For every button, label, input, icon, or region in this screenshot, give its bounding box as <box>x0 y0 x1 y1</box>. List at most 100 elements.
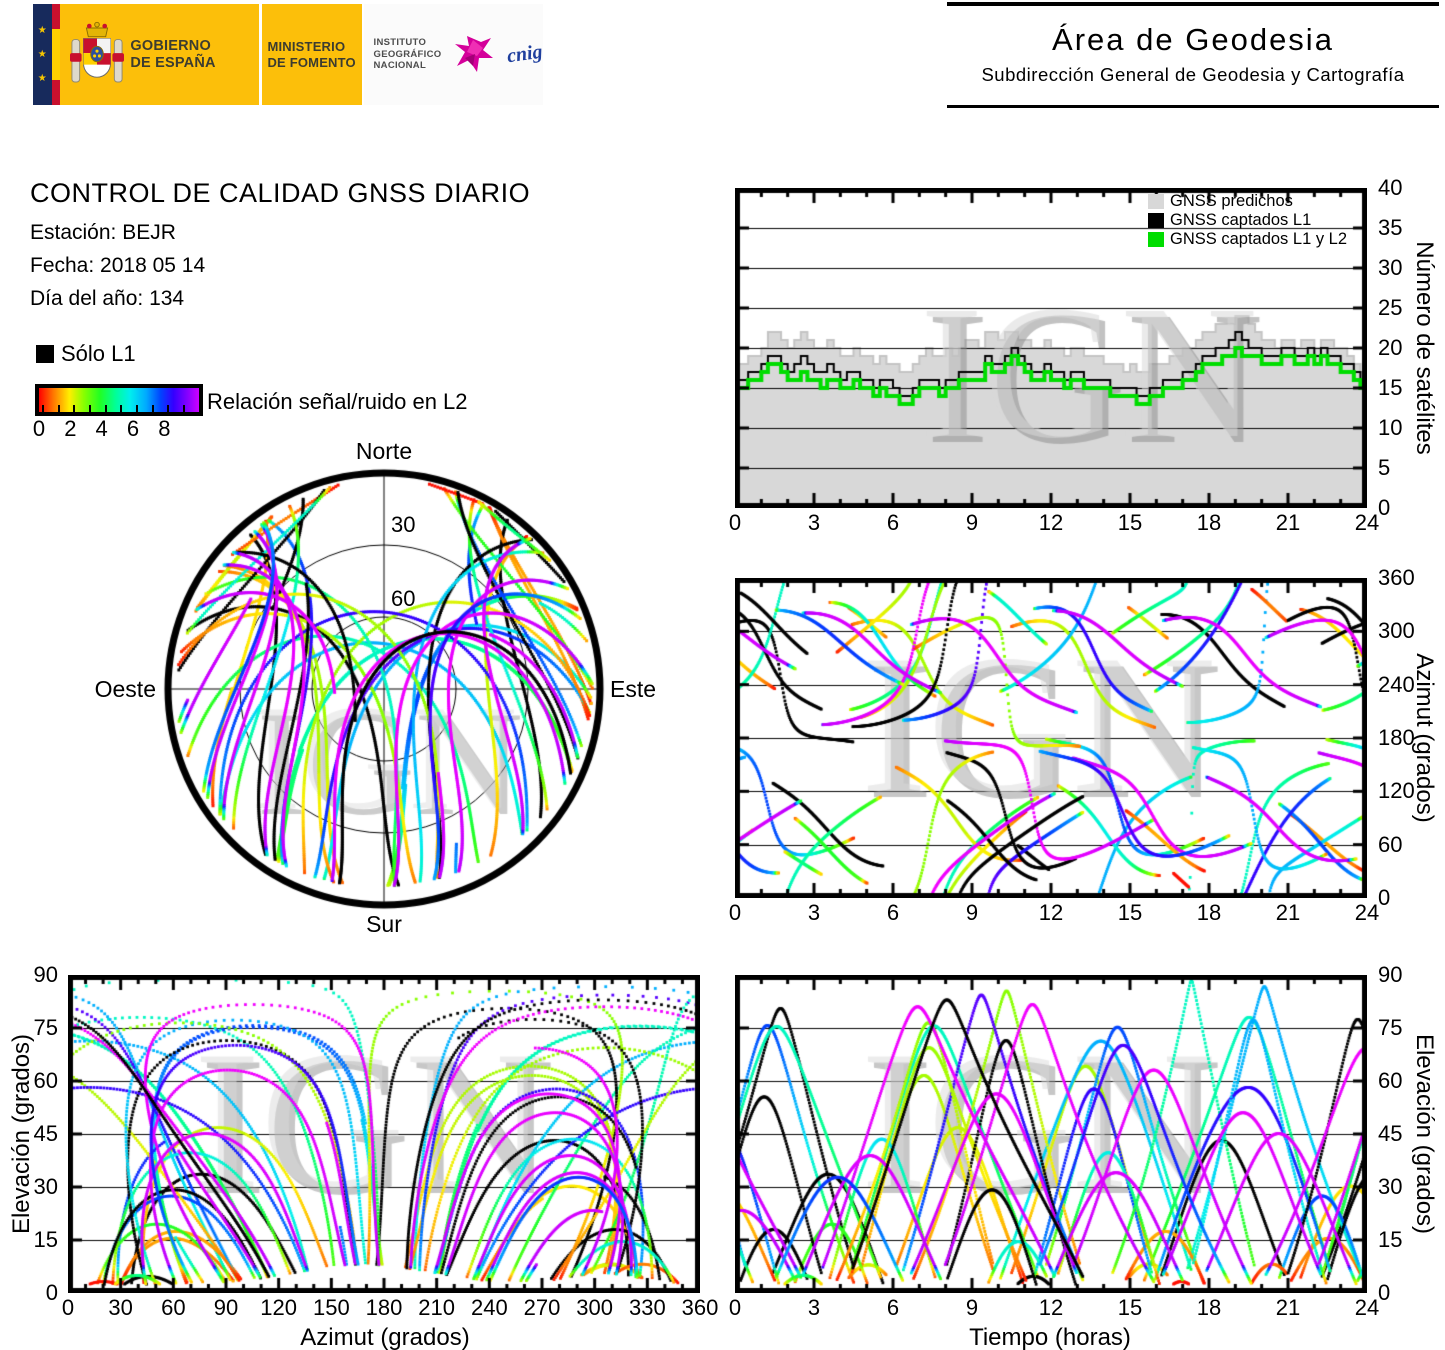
cv-aztime-ytick-0: 0 <box>1378 885 1391 910</box>
cv-aztime-ytick-180: 180 <box>1378 725 1415 750</box>
cv-aztime-ytick-120: 120 <box>1378 778 1415 804</box>
legend-swatch-icon <box>1148 193 1164 209</box>
snr-colorbar-tick-label: 4 <box>95 416 108 441</box>
cv-elaz-xtick-0: 0 <box>61 1295 75 1320</box>
snr-colorbar <box>35 384 203 416</box>
count-legend-item: GNSS captados L1 <box>1148 211 1311 229</box>
ministerio-line1: MINISTERIO <box>267 38 346 54</box>
snr-colorbar-tick <box>57 405 60 412</box>
count-ytick-30: 30 <box>1378 255 1403 280</box>
cv-eltime-ytick-90: 90 <box>1378 962 1403 987</box>
count-ytick-20: 20 <box>1378 335 1403 360</box>
azimuth-vs-time-chart-canvas <box>735 578 1367 898</box>
sky-ring-label-60: 60 <box>391 586 416 611</box>
cv-eltime-ytick-0: 0 <box>1378 1280 1391 1305</box>
cnig-script-text: cnig <box>506 40 545 68</box>
cv-aztime-xtick-0: 0 <box>728 900 742 925</box>
ministerio-line2: DE FOMENTO <box>267 54 356 70</box>
cv-aztime-xtick-15: 15 <box>1117 900 1143 925</box>
satellite-count-chart-canvas <box>735 188 1367 508</box>
sky-ring-label-30: 30 <box>391 512 416 537</box>
cv-elaz-xtick-360: 360 <box>681 1295 719 1320</box>
snr-colorbar-tick-label: 2 <box>64 416 77 441</box>
instituto-line1: INSTITUTO <box>373 37 427 49</box>
count-xtick-0: 0 <box>728 510 742 535</box>
cv-elaz-ytick-0: 0 <box>45 1280 58 1305</box>
cv-eltime-xtick-6: 6 <box>886 1295 900 1320</box>
cv-aztime-ytick-60: 60 <box>1378 831 1403 857</box>
cv-aztime-xtick-18: 18 <box>1196 900 1222 925</box>
solo-l1-label: Sólo L1 <box>61 341 136 366</box>
cv-elaz-xtick-90: 90 <box>213 1295 239 1320</box>
cv-elaz-xtick-330: 330 <box>628 1295 666 1320</box>
government-logo: ★ ★ ★ GOBIERNO <box>33 4 545 105</box>
sky-plot-canvas <box>154 459 614 919</box>
sky-east-label: Este <box>610 676 657 702</box>
cv-elaz-xtick-120: 120 <box>260 1295 298 1320</box>
cv-elaz-ytick-90: 90 <box>33 962 58 987</box>
cv-eltime-xtick-21: 21 <box>1275 1295 1301 1320</box>
count-xtick-24: 24 <box>1354 510 1380 535</box>
count-xtick-15: 15 <box>1117 510 1143 535</box>
gobierno-line1: GOBIERNO <box>130 37 211 54</box>
area-subtitle: Subdirección General de Geodesia y Carto… <box>981 64 1405 85</box>
snr-colorbar-tick <box>120 405 123 412</box>
doy-line: Día del año: 134 <box>30 287 185 310</box>
cv-aztime-xtick-21: 21 <box>1275 900 1301 925</box>
report-title: CONTROL DE CALIDAD GNSS DIARIO <box>30 178 531 208</box>
cv-elaz-ytick-15: 15 <box>33 1227 58 1252</box>
snr-colorbar-tick <box>167 405 170 412</box>
cv-elaz-xtick-240: 240 <box>470 1295 508 1320</box>
eltime-xlabel: Tiempo (horas) <box>969 1324 1131 1350</box>
cv-eltime-ytick-75: 75 <box>1378 1015 1403 1040</box>
cv-elaz-xtick-210: 210 <box>418 1295 456 1320</box>
legend-label: GNSS predichos <box>1170 192 1293 210</box>
sky-south-label: Sur <box>366 911 402 937</box>
legend-label: GNSS captados L1 y L2 <box>1170 230 1348 248</box>
cv-eltime-xtick-18: 18 <box>1196 1295 1222 1320</box>
count-legend-item: GNSS predichos <box>1148 192 1293 210</box>
cv-eltime-ytick-60: 60 <box>1378 1068 1403 1093</box>
snr-colorbar-tick-label: 6 <box>126 416 140 441</box>
count-xtick-21: 21 <box>1275 510 1301 535</box>
cv-elaz-ytick-75: 75 <box>33 1015 58 1040</box>
spain-flag-stripe <box>51 4 61 105</box>
count-xtick-12: 12 <box>1038 510 1064 535</box>
cv-aztime-xtick-9: 9 <box>965 900 979 925</box>
solo-l1-legend: Sólo L1 <box>36 341 136 367</box>
count-ytick-15: 15 <box>1378 375 1403 400</box>
cv-elaz-ytick-45: 45 <box>33 1121 58 1146</box>
cv-eltime-ytick-15: 15 <box>1378 1227 1403 1252</box>
snr-colorbar-tick <box>42 405 44 412</box>
count-xtick-9: 9 <box>965 510 979 535</box>
count-ytick-5: 5 <box>1378 455 1391 480</box>
date-line: Fecha: 2018 05 14 <box>30 254 206 277</box>
snr-colorbar-tick <box>73 405 76 412</box>
snr-colorbar-label: Relación señal/ruido en L2 <box>207 389 468 414</box>
elevation-vs-time-chart-canvas <box>735 975 1367 1293</box>
cv-aztime-xtick-12: 12 <box>1038 900 1064 925</box>
cv-elaz-xtick-30: 30 <box>108 1295 133 1320</box>
count-xtick-18: 18 <box>1196 510 1222 535</box>
snr-colorbar-tick <box>183 405 186 412</box>
count-ytick-10: 10 <box>1378 415 1403 440</box>
star-icon: ★ <box>37 72 47 84</box>
cv-eltime-xtick-9: 9 <box>965 1295 979 1320</box>
legend-label: GNSS captados L1 <box>1170 211 1312 229</box>
cv-aztime-xtick-24: 24 <box>1354 900 1380 925</box>
elevation-vs-azimuth-chart-canvas <box>68 975 700 1293</box>
cv-elaz-ytick-60: 60 <box>33 1068 58 1093</box>
cv-elaz-xtick-270: 270 <box>523 1295 561 1320</box>
cv-elaz-xtick-300: 300 <box>576 1295 614 1320</box>
gobierno-line2: DE ESPAÑA <box>130 54 216 71</box>
cv-eltime-xtick-15: 15 <box>1117 1295 1143 1320</box>
cv-aztime-ytick-360: 360 <box>1378 565 1415 590</box>
snr-colorbar-tick <box>104 405 107 412</box>
cv-eltime-xtick-0: 0 <box>728 1295 742 1320</box>
cv-elaz-xtick-150: 150 <box>312 1295 350 1320</box>
cv-eltime-ytick-30: 30 <box>1378 1174 1403 1199</box>
cv-eltime-xtick-12: 12 <box>1038 1295 1064 1320</box>
cv-elaz-xtick-60: 60 <box>161 1295 186 1320</box>
cv-aztime-ytick-300: 300 <box>1378 618 1415 644</box>
